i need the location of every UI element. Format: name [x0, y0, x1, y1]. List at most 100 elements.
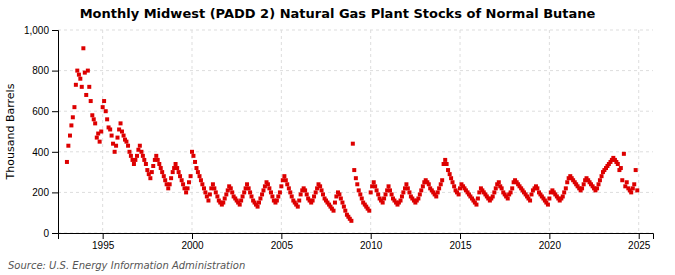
point: [229, 186, 233, 190]
y-tick: 800: [32, 65, 58, 76]
point: [80, 85, 84, 89]
point: [133, 158, 137, 162]
x-tick-label: 2015: [449, 240, 472, 251]
point: [257, 201, 261, 205]
x-tick-label: 2020: [539, 240, 562, 251]
point: [437, 186, 441, 190]
x-tick-mark: [281, 233, 282, 239]
source-note: Source: U.S. Energy Information Administ…: [8, 260, 245, 271]
point: [305, 192, 309, 196]
point: [144, 162, 148, 166]
point: [261, 188, 265, 192]
point: [564, 186, 568, 190]
point: [116, 136, 120, 140]
y-tick-mark: [52, 111, 58, 112]
point: [457, 192, 461, 196]
point: [132, 162, 136, 166]
point: [290, 194, 294, 198]
point: [275, 199, 279, 203]
point: [333, 201, 337, 205]
point: [342, 205, 346, 209]
point: [247, 186, 251, 190]
point: [321, 192, 325, 196]
point: [582, 182, 586, 186]
point: [561, 194, 565, 198]
x-tick-label: 2000: [181, 240, 204, 251]
point: [562, 190, 566, 194]
point: [72, 105, 76, 109]
y-tick: 200: [32, 187, 58, 198]
point: [150, 170, 154, 174]
point: [449, 176, 453, 180]
point: [212, 186, 216, 190]
point: [622, 152, 626, 156]
point: [215, 194, 219, 198]
point: [631, 186, 635, 190]
x-tick-mark: [192, 233, 193, 239]
point: [616, 162, 620, 166]
point: [71, 115, 75, 119]
point: [284, 178, 288, 182]
point: [509, 190, 513, 194]
x-axis-line: [59, 234, 654, 240]
point: [388, 188, 392, 192]
point: [340, 201, 344, 205]
point: [260, 192, 264, 196]
point: [181, 182, 185, 186]
point: [124, 140, 128, 144]
x-tick-mark: [460, 233, 461, 239]
point: [114, 144, 118, 148]
point: [288, 190, 292, 194]
point: [474, 203, 478, 207]
point: [535, 186, 539, 190]
point: [174, 162, 178, 166]
point: [320, 188, 324, 192]
point: [256, 205, 260, 209]
point: [238, 203, 242, 207]
point: [214, 190, 218, 194]
point: [406, 186, 410, 190]
point: [440, 178, 444, 182]
point: [120, 130, 124, 134]
point: [629, 190, 633, 194]
point: [87, 85, 91, 89]
point: [69, 123, 73, 127]
y-tick: 400: [32, 147, 58, 158]
x-tick-mark: [103, 233, 104, 239]
point: [187, 180, 191, 184]
point: [355, 182, 359, 186]
point: [211, 182, 215, 186]
point: [349, 219, 353, 223]
x-grid-line: [192, 30, 193, 233]
point: [202, 186, 206, 190]
y-tick-label: 600: [32, 106, 49, 117]
point: [367, 209, 371, 213]
point: [166, 186, 170, 190]
point: [119, 121, 123, 125]
y-tick-mark: [52, 30, 58, 31]
point: [390, 192, 394, 196]
point: [312, 194, 316, 198]
point: [99, 130, 103, 134]
x-tick-label: 2010: [360, 240, 383, 251]
point: [401, 190, 405, 194]
point: [404, 182, 408, 186]
point: [565, 180, 569, 184]
point: [148, 176, 152, 180]
point: [122, 134, 126, 138]
point: [199, 178, 203, 182]
point: [287, 186, 291, 190]
point: [245, 182, 249, 186]
point: [221, 201, 225, 205]
point: [92, 117, 96, 121]
plot-area: 1995200020052010201520202025020040060080…: [24, 25, 654, 251]
point: [141, 154, 145, 158]
y-tick-mark: [52, 233, 58, 234]
point: [189, 174, 193, 178]
x-tick-mark: [639, 233, 640, 239]
point: [242, 190, 246, 194]
point: [154, 154, 158, 158]
point: [318, 184, 322, 188]
point: [382, 196, 386, 200]
point: [634, 168, 638, 172]
